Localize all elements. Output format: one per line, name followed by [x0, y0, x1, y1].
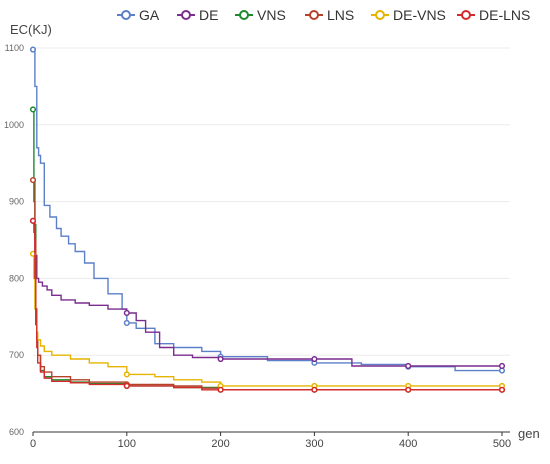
legend-swatch-marker	[309, 10, 319, 20]
legend-item-de-vns[interactable]: DE-VNS	[371, 7, 446, 23]
data-point	[311, 386, 318, 393]
data-point	[123, 319, 130, 326]
x-tick-label: 0	[30, 438, 36, 450]
series-group	[29, 46, 506, 393]
series-vns	[29, 106, 506, 393]
legend-label: DE	[199, 7, 218, 23]
data-point	[217, 355, 224, 363]
y-tick-label: 1100	[5, 43, 24, 53]
data-point	[311, 355, 318, 363]
series-line-de-lns	[33, 220, 502, 391]
series-de-lns	[29, 217, 506, 393]
data-point	[498, 386, 506, 393]
legend-label: DE-VNS	[393, 7, 446, 23]
series-ga	[29, 46, 506, 374]
series-line-de	[33, 220, 502, 367]
y-tick-label: 600	[9, 427, 24, 437]
y-axis-ticks: 600 700 800 900 1000 1100	[4, 43, 24, 437]
gridlines	[33, 47, 510, 356]
x-tick-label: 200	[211, 438, 229, 450]
x-tick-label: 400	[399, 438, 417, 450]
x-tick-label: 100	[118, 438, 136, 450]
legend-swatch-marker	[181, 10, 191, 20]
legend-label: VNS	[257, 7, 286, 23]
legend-swatch-marker	[461, 10, 471, 20]
y-axis-title: EC(KJ)	[10, 22, 52, 37]
data-point	[29, 106, 37, 113]
data-point	[405, 362, 412, 370]
legend-label: GA	[139, 7, 160, 23]
data-point	[29, 177, 37, 184]
data-point	[405, 386, 412, 393]
legend-label: LNS	[327, 7, 354, 23]
y-tick-label: 700	[9, 350, 24, 360]
series-de	[29, 217, 506, 370]
data-point	[123, 382, 130, 389]
x-tick-label: 300	[305, 438, 323, 450]
y-tick-label: 800	[9, 273, 24, 283]
legend-item-ga[interactable]: GA	[117, 7, 160, 23]
series-line-ga	[33, 48, 502, 372]
legend-swatch-marker	[375, 10, 385, 20]
data-point	[123, 309, 130, 317]
series-de-vns	[29, 250, 506, 389]
data-point	[498, 362, 506, 370]
legend-item-vns[interactable]: VNS	[235, 7, 286, 23]
y-tick-label: 1000	[4, 120, 24, 130]
data-point	[29, 46, 37, 53]
legend-item-de-lns[interactable]: DE-LNS	[457, 7, 530, 23]
legend: GA DE VNS LNS DE-VNS DE-LNS	[117, 7, 530, 23]
data-point	[217, 386, 224, 393]
data-point	[123, 371, 130, 378]
legend-item-lns[interactable]: LNS	[305, 7, 354, 23]
legend-swatch-marker	[121, 10, 131, 20]
y-tick-label: 900	[9, 197, 24, 207]
x-axis-ticks: 0 100 200 300 400 500	[30, 432, 511, 450]
legend-label: DE-LNS	[479, 7, 530, 23]
legend-item-de[interactable]: DE	[177, 7, 218, 23]
x-axis-title: gen	[518, 426, 540, 441]
series-line-vns	[33, 108, 502, 391]
data-point	[29, 217, 37, 224]
legend-swatch-marker	[239, 10, 249, 20]
x-tick-label: 500	[493, 438, 511, 450]
